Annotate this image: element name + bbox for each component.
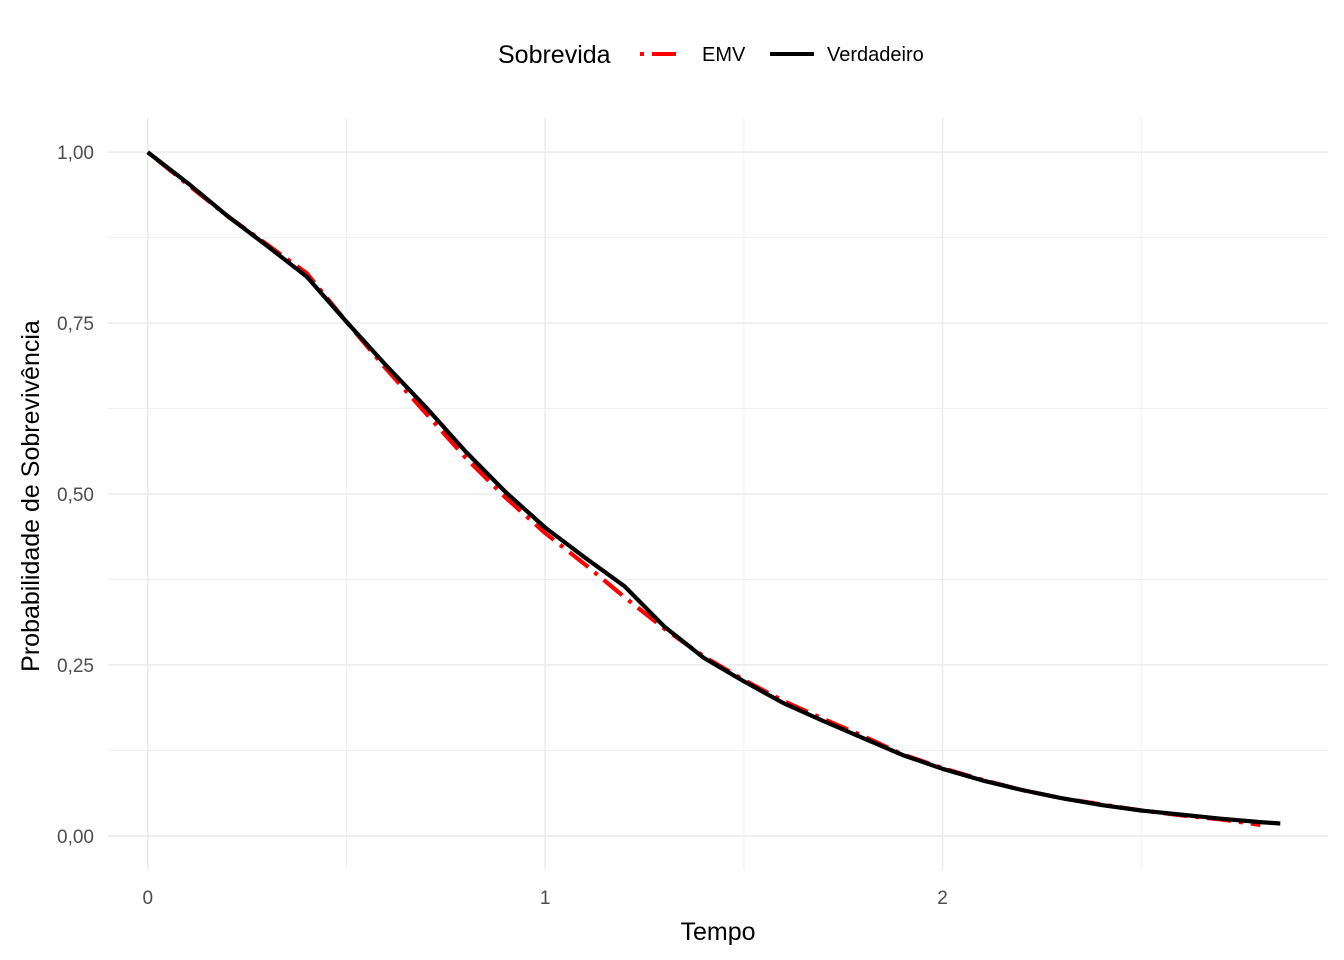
y-axis-title: Probabilidade de Sobrevivência xyxy=(17,320,45,672)
series-lines xyxy=(146,150,1281,827)
legend: Sobrevida EMV Verdadeiro xyxy=(498,41,924,69)
x-tick-label: 1 xyxy=(540,888,551,909)
legend-title: Sobrevida xyxy=(498,41,611,69)
x-tick-label: 2 xyxy=(937,888,948,909)
minor-gridlines xyxy=(108,118,1328,870)
x-axis-title: Tempo xyxy=(680,918,755,946)
y-tick-label: 0,50 xyxy=(57,485,94,506)
series-line-verdadeiro xyxy=(146,150,1281,826)
series-line-emv xyxy=(146,150,1261,827)
y-axis-tick-labels: 0,00 0,25 0,50 0,75 1,00 xyxy=(57,143,94,848)
y-tick-label: 1,00 xyxy=(57,143,94,164)
y-tick-label: 0,25 xyxy=(57,656,94,677)
y-tick-label: 0,00 xyxy=(57,827,94,848)
major-gridlines xyxy=(108,118,1328,870)
legend-label-verdadeiro: Verdadeiro xyxy=(827,44,924,66)
y-tick-label: 0,75 xyxy=(57,314,94,335)
x-tick-label: 0 xyxy=(142,888,153,909)
x-axis-tick-labels: 0 1 2 xyxy=(142,888,947,909)
legend-label-emv: EMV xyxy=(702,44,746,66)
